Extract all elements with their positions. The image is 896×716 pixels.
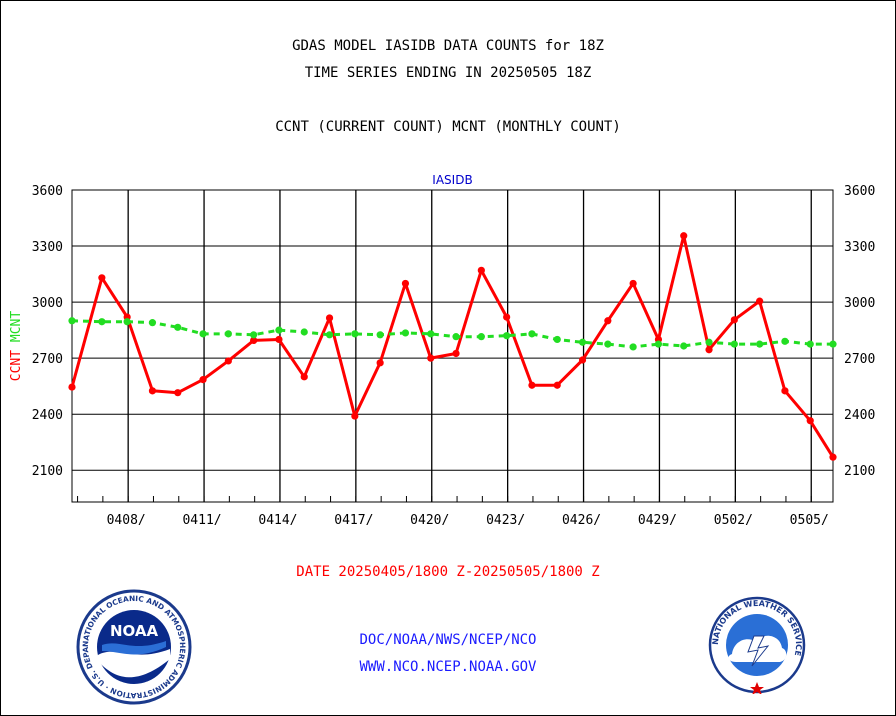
x-tick-label: 0408/ <box>107 513 146 528</box>
data-point-ccnt <box>199 376 207 384</box>
data-point-mcnt <box>123 318 131 326</box>
data-point-mcnt <box>705 338 713 346</box>
data-point-ccnt <box>98 274 106 282</box>
x-tick-label: 0423/ <box>486 513 525 528</box>
y-tick-label-right: 3000 <box>844 296 875 311</box>
x-tick-label: 0417/ <box>334 513 373 528</box>
data-point-mcnt <box>224 330 232 338</box>
y-tick-label-left: 3600 <box>32 184 63 199</box>
data-point-ccnt <box>427 354 435 362</box>
data-point-ccnt <box>528 381 536 389</box>
data-point-mcnt <box>781 337 789 345</box>
data-point-ccnt <box>300 373 308 381</box>
footer-org-text: DOC/NOAA/NWS/NCEP/NCO <box>359 632 537 648</box>
y-tick-label-right: 2400 <box>844 408 875 423</box>
x-tick-label: 0420/ <box>410 513 449 528</box>
data-point-mcnt <box>604 340 612 348</box>
data-point-ccnt <box>604 317 612 325</box>
data-point-mcnt <box>199 330 207 338</box>
data-point-ccnt <box>376 359 384 367</box>
data-point-ccnt <box>806 417 814 425</box>
data-point-mcnt <box>376 331 384 339</box>
data-point-ccnt <box>680 232 688 240</box>
y-tick-label-right: 2700 <box>844 352 875 367</box>
x-tick-label: 0505/ <box>790 513 829 528</box>
data-point-ccnt <box>224 357 232 365</box>
data-point-mcnt <box>528 330 536 338</box>
data-point-ccnt <box>629 279 637 288</box>
x-tick-label: 0429/ <box>638 513 677 528</box>
data-point-ccnt <box>730 316 738 324</box>
y-tick-label-right: 2100 <box>844 464 875 479</box>
x-tick-label: 0426/ <box>562 513 601 528</box>
y-axis-label: CCNT MCNT <box>9 311 24 382</box>
data-point-ccnt <box>351 412 359 420</box>
data-point-mcnt <box>477 333 485 341</box>
y-tick-label-left: 2100 <box>32 464 63 479</box>
chart-title-line-3: CCNT (CURRENT COUNT) MCNT (MONTHLY COUNT… <box>275 119 621 135</box>
data-point-mcnt <box>427 330 435 338</box>
data-point-mcnt <box>829 340 837 348</box>
data-point-ccnt <box>829 453 837 461</box>
data-point-ccnt <box>705 346 713 354</box>
noaa-logo: NATIONAL OCEANIC AND ATMOSPHERIC ADMINIS… <box>76 589 192 705</box>
data-point-ccnt <box>756 297 764 305</box>
data-point-ccnt <box>401 279 410 288</box>
nws-logo: NATIONAL WEATHER SERVICE <box>708 596 806 694</box>
data-point-mcnt <box>654 340 663 348</box>
data-point-mcnt <box>578 338 587 346</box>
data-point-mcnt <box>325 331 334 339</box>
y-tick-label-left: 2700 <box>32 352 63 367</box>
data-point-mcnt <box>553 335 561 344</box>
x-tick-label: 0502/ <box>714 513 753 528</box>
y-tick-label-right: 3300 <box>844 240 875 255</box>
noaa-logo-text: NOAA <box>110 622 159 640</box>
data-point-ccnt <box>452 349 460 358</box>
data-point-ccnt <box>503 313 511 321</box>
data-point-mcnt <box>452 333 460 341</box>
plot-title: IASIDB <box>432 173 472 187</box>
footer-url-text: WWW.NCO.NCEP.NOAA.GOV <box>359 659 537 675</box>
data-point-ccnt <box>578 356 587 364</box>
data-point-ccnt <box>325 314 334 322</box>
x-tick-label: 0411/ <box>182 513 221 528</box>
y-tick-label-left: 3000 <box>32 296 63 311</box>
data-point-ccnt <box>250 336 258 344</box>
series-line-ccnt <box>70 234 835 458</box>
data-point-mcnt <box>351 330 359 338</box>
data-point-ccnt <box>174 389 182 397</box>
y-axis-label-ccnt: CCNT <box>9 342 24 381</box>
y-tick-label-left: 3300 <box>32 240 63 255</box>
data-point-mcnt <box>250 331 258 339</box>
chart-title-line-1: GDAS MODEL IASIDB DATA COUNTS for 18Z <box>292 38 604 54</box>
data-point-mcnt <box>629 343 637 351</box>
y-tick-label-left: 2400 <box>32 408 63 423</box>
data-point-mcnt <box>300 328 308 336</box>
data-point-mcnt <box>401 329 410 337</box>
data-point-ccnt <box>477 266 485 274</box>
data-point-mcnt <box>275 326 283 334</box>
plot-area-border <box>71 189 834 503</box>
x-tick-label: 0414/ <box>258 513 297 528</box>
data-point-ccnt <box>781 387 789 395</box>
data-point-mcnt <box>98 318 106 326</box>
data-point-mcnt <box>680 342 688 350</box>
data-point-mcnt <box>756 340 764 348</box>
data-point-ccnt <box>148 387 157 395</box>
series-line-mcnt <box>71 319 833 349</box>
data-point-mcnt <box>503 332 511 340</box>
data-point-ccnt <box>275 335 283 344</box>
data-point-mcnt <box>68 317 76 325</box>
data-point-mcnt <box>174 323 182 331</box>
chart-title-line-2: TIME SERIES ENDING IN 20250505 18Z <box>304 65 592 81</box>
data-point-mcnt <box>148 319 157 327</box>
date-range-label: DATE 20250405/1800 Z-20250505/1800 Z <box>296 564 600 580</box>
data-point-ccnt <box>68 383 76 391</box>
data-point-mcnt <box>730 340 738 348</box>
data-point-mcnt <box>806 340 814 348</box>
y-tick-label-right: 3600 <box>844 184 875 199</box>
data-point-ccnt <box>553 381 561 389</box>
y-axis-label-mcnt: MCNT <box>9 311 24 342</box>
